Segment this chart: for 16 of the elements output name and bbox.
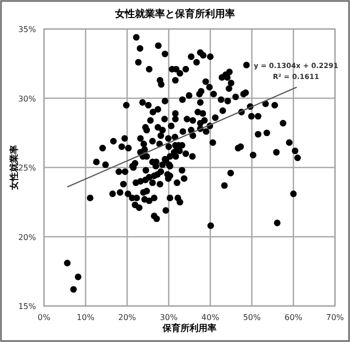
y-tick-label: 35% (18, 25, 36, 34)
y-tick-label: 30% (18, 94, 36, 104)
x-tick-label: 50% (242, 313, 262, 322)
y-axis-title: 女性就業率 (9, 145, 20, 191)
x-tick-label: 10% (76, 313, 95, 322)
x-tick-label: 30% (160, 313, 178, 322)
x-tick-label: 20% (118, 313, 136, 322)
y-tick-label: 25% (18, 164, 36, 172)
y-tick-label: 15% (18, 302, 36, 311)
y-tick-label: 20% (18, 232, 36, 242)
chart-title: 女性就業率と保育所利用率 (114, 8, 235, 20)
x-tick-label: 70% (326, 313, 344, 322)
x-tick-label: 60% (284, 313, 303, 322)
x-tick-label: 0% (38, 313, 51, 322)
x-tick-label: 40% (201, 313, 220, 322)
x-axis-title: 保育所利用率 (162, 322, 216, 334)
